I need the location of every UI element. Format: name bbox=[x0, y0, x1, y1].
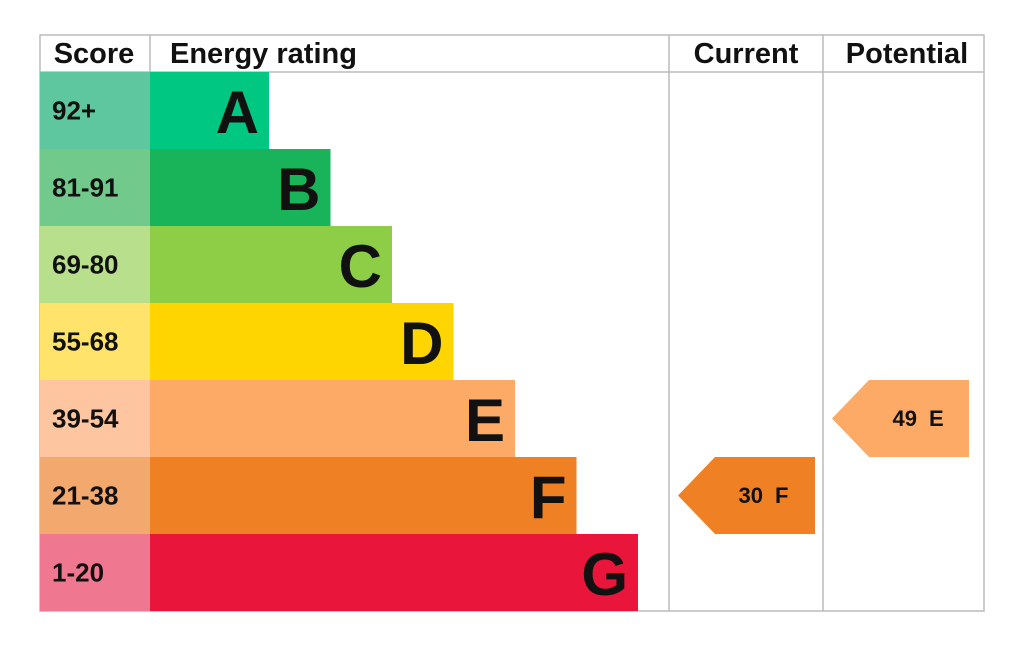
band-letter: E bbox=[465, 387, 505, 454]
header-rating: Energy rating bbox=[170, 38, 357, 70]
score-cell bbox=[40, 380, 150, 457]
band-letter: G bbox=[581, 541, 628, 608]
band-letter: B bbox=[277, 156, 320, 223]
score-cell bbox=[40, 72, 150, 149]
rating-bar bbox=[150, 226, 392, 303]
score-range: 39-54 bbox=[52, 404, 119, 434]
rating-bar bbox=[150, 72, 269, 149]
rating-bar bbox=[150, 380, 515, 457]
score-range: 92+ bbox=[52, 96, 96, 126]
score-range: 69-80 bbox=[52, 250, 119, 280]
potential-arrow bbox=[832, 380, 969, 457]
band-letter: D bbox=[400, 310, 443, 377]
band-letter: F bbox=[530, 464, 567, 531]
score-cell bbox=[40, 534, 150, 611]
rating-bar bbox=[150, 457, 577, 534]
score-cell bbox=[40, 226, 150, 303]
current-arrow bbox=[678, 457, 815, 534]
potential-letter: E bbox=[929, 406, 944, 431]
rating-bar bbox=[150, 534, 638, 611]
header-potential: Potential bbox=[846, 38, 968, 70]
rating-bar bbox=[150, 303, 454, 380]
score-range: 81-91 bbox=[52, 173, 119, 203]
rating-bar bbox=[150, 149, 331, 226]
current-letter: F bbox=[775, 483, 788, 508]
score-range: 1-20 bbox=[52, 558, 104, 588]
header-score: Score bbox=[54, 38, 135, 70]
score-cell bbox=[40, 303, 150, 380]
band-letter: A bbox=[216, 79, 259, 146]
score-cell bbox=[40, 457, 150, 534]
current-value: 30 bbox=[739, 483, 763, 508]
potential-value: 49 bbox=[893, 406, 917, 431]
score-range: 55-68 bbox=[52, 327, 119, 357]
band-letter: C bbox=[339, 233, 382, 300]
score-range: 21-38 bbox=[52, 481, 119, 511]
score-cell bbox=[40, 149, 150, 226]
header-current: Current bbox=[694, 38, 799, 70]
